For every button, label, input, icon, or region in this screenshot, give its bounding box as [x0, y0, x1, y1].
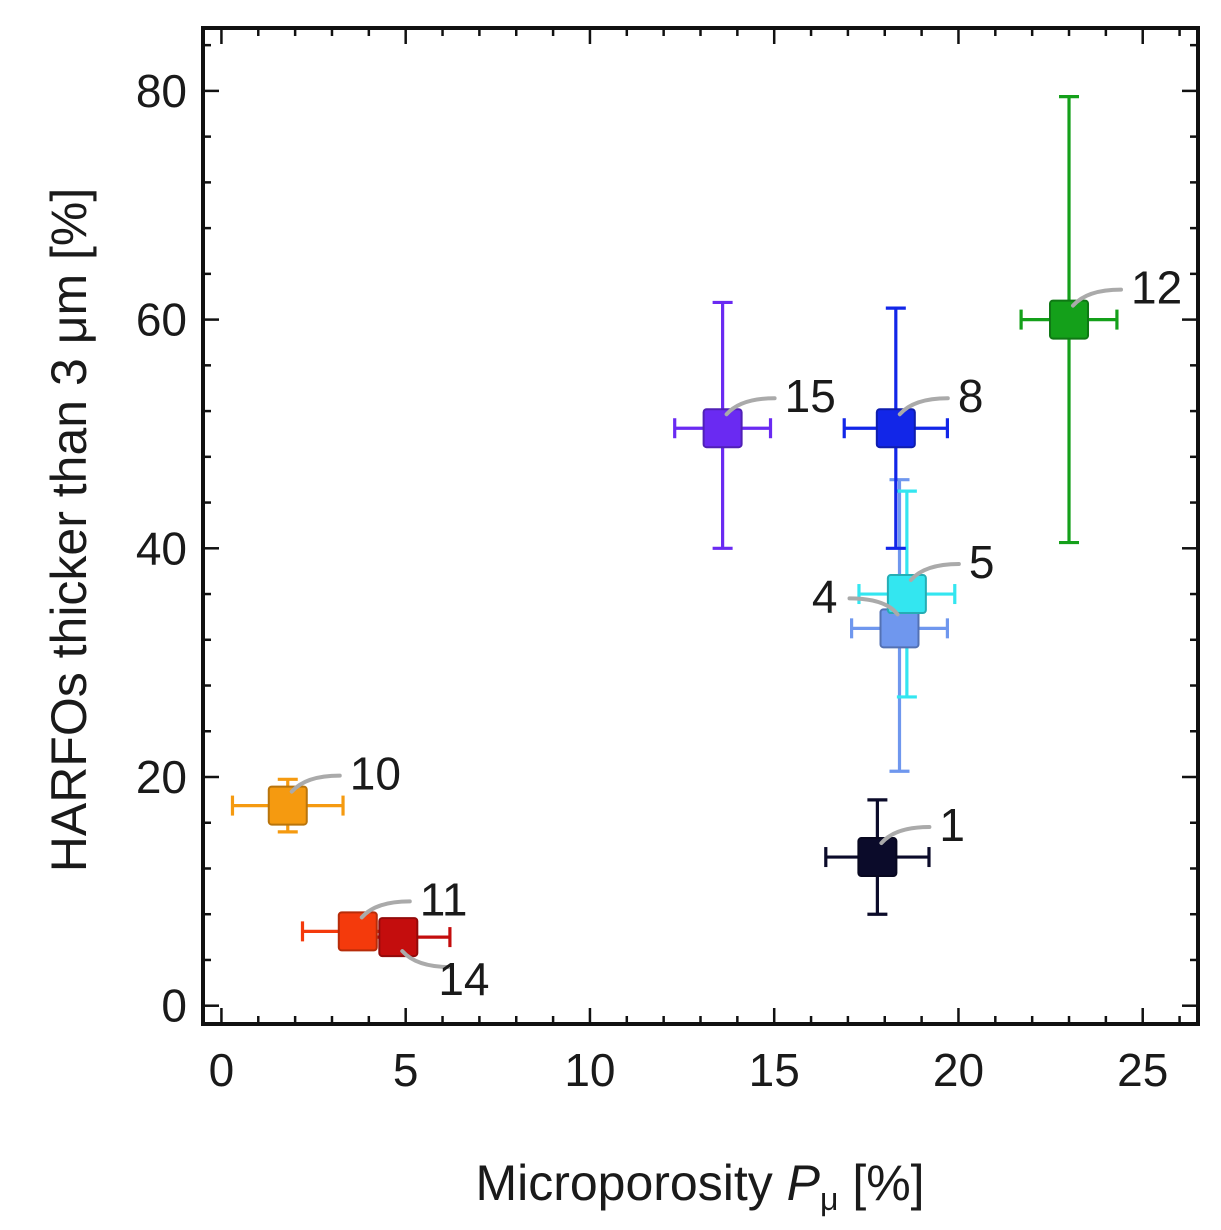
major-ticks [203, 28, 1198, 1024]
marker-11 [337, 911, 378, 952]
x-axis-title-var: P [787, 1155, 821, 1211]
x-tick-label: 0 [209, 1044, 235, 1096]
point-label-15: 15 [785, 370, 836, 422]
minor-ticks [203, 28, 1198, 1024]
leader-line-12 [1071, 287, 1124, 308]
y-tick-label: 20 [136, 751, 187, 803]
leader-line-15 [724, 396, 777, 417]
x-tick-label: 5 [393, 1044, 419, 1096]
marker-12 [1049, 299, 1090, 340]
leader-line-10 [289, 773, 342, 794]
marker-1 [857, 837, 898, 878]
leader-line-8 [897, 396, 950, 417]
marker-14 [378, 917, 419, 958]
marker-4 [879, 608, 920, 649]
point-label-5: 5 [969, 536, 995, 588]
leader-line-1 [879, 825, 932, 846]
leader-line-14 [400, 949, 453, 970]
y-tick-label: 80 [136, 65, 187, 117]
point-label-10: 10 [350, 748, 401, 800]
x-axis-title-unit: [%] [838, 1155, 924, 1211]
y-tick-label: 60 [136, 294, 187, 346]
y-tick-label: 40 [136, 522, 187, 574]
x-tick-label: 25 [1117, 1044, 1168, 1096]
marker-5 [886, 574, 927, 615]
leader-line-5 [908, 562, 961, 583]
data-markers [267, 299, 1090, 958]
marker-15 [702, 408, 743, 449]
marker-10 [267, 785, 308, 826]
plot-frame [201, 26, 1200, 1026]
x-tick-label: 15 [749, 1044, 800, 1096]
marker-8 [875, 408, 916, 449]
x-axis-title: Microporosity Pμ [%] [475, 1155, 924, 1217]
point-label-14: 14 [438, 953, 489, 1005]
point-label-1: 1 [939, 799, 965, 851]
y-tick-label: 0 [161, 980, 187, 1032]
x-axis-title-main: Microporosity [475, 1155, 786, 1211]
leader-line-4 [847, 596, 900, 617]
point-label-8: 8 [958, 370, 984, 422]
x-axis-title-sub: μ [820, 1181, 838, 1217]
x-tick-label: 10 [564, 1044, 615, 1096]
leader-line-11 [359, 899, 412, 920]
point-label-12: 12 [1131, 262, 1182, 314]
point-label-11: 11 [420, 873, 468, 925]
point-label-4: 4 [812, 570, 838, 622]
y-axis-title: HARFOs thicker than 3 μm [%] [41, 188, 97, 873]
label-leader-lines [289, 287, 1124, 970]
error-bars [230, 95, 1119, 953]
x-tick-label: 20 [933, 1044, 984, 1096]
